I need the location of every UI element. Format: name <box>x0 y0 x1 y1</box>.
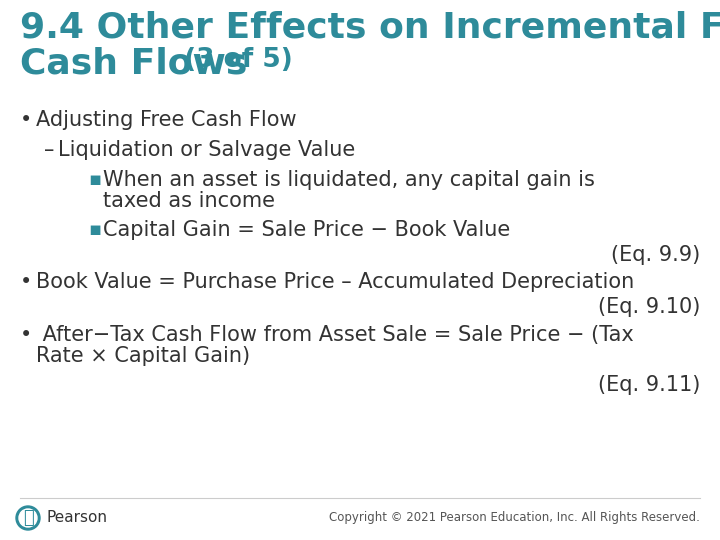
Text: (Eq. 9.10): (Eq. 9.10) <box>598 297 700 317</box>
Text: taxed as income: taxed as income <box>103 191 275 211</box>
Text: Adjusting Free Cash Flow: Adjusting Free Cash Flow <box>36 110 297 130</box>
Text: –: – <box>44 140 55 160</box>
Circle shape <box>16 506 40 530</box>
Text: Liquidation or Salvage Value: Liquidation or Salvage Value <box>58 140 355 160</box>
Text: After−Tax Cash Flow from Asset Sale = Sale Price − (Tax: After−Tax Cash Flow from Asset Sale = Sa… <box>36 325 634 345</box>
Text: (Eq. 9.9): (Eq. 9.9) <box>611 245 700 265</box>
Text: Book Value = Purchase Price – Accumulated Depreciation: Book Value = Purchase Price – Accumulate… <box>36 272 634 292</box>
Text: ▪: ▪ <box>88 170 102 189</box>
Text: Cash Flows: Cash Flows <box>20 47 248 81</box>
Circle shape <box>19 509 37 527</box>
Text: •: • <box>20 110 32 130</box>
Text: Rate × Capital Gain): Rate × Capital Gain) <box>36 346 250 366</box>
Text: Capital Gain = Sale Price − Book Value: Capital Gain = Sale Price − Book Value <box>103 220 510 240</box>
Text: ⓟ: ⓟ <box>22 509 33 527</box>
Text: (3 of 5): (3 of 5) <box>175 47 293 73</box>
Text: ▪: ▪ <box>88 220 102 239</box>
Text: •: • <box>20 272 32 292</box>
Text: Copyright © 2021 Pearson Education, Inc. All Rights Reserved.: Copyright © 2021 Pearson Education, Inc.… <box>329 511 700 524</box>
Text: (Eq. 9.11): (Eq. 9.11) <box>598 375 700 395</box>
Text: •: • <box>20 325 32 345</box>
Text: 9.4 Other Effects on Incremental Free: 9.4 Other Effects on Incremental Free <box>20 10 720 44</box>
Text: Pearson: Pearson <box>46 510 107 525</box>
Text: When an asset is liquidated, any capital gain is: When an asset is liquidated, any capital… <box>103 170 595 190</box>
